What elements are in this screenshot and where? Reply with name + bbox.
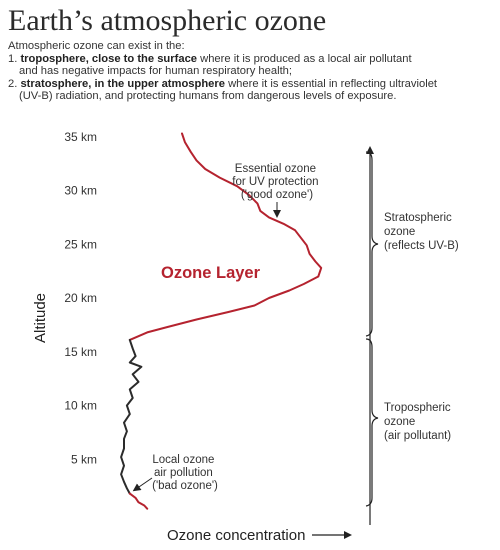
strat-line-2: ozone: [384, 226, 415, 238]
y-axis-ticks: 5 km 10 km 15 km 20 km 25 km 30 km 35 km: [64, 130, 97, 467]
intro-item-2-continued: (UV-B) radiation, and protecting humans …: [19, 90, 397, 103]
intro-item-2-number: 2.: [8, 77, 18, 90]
trop-line-1: Tropospheric: [384, 402, 451, 414]
intro-item-1-number: 1.: [8, 52, 18, 65]
intro-item-2-bold: stratosphere, in the upper atmosphere: [20, 77, 225, 90]
y-tick-label-15km: 15 km: [64, 345, 97, 359]
y-tick-label-35km: 35 km: [64, 130, 97, 144]
y-tick-label-30km: 30 km: [64, 184, 97, 198]
tropospheric-label: Tropospheric ozone (air pollutant): [384, 402, 454, 442]
ozone-profile-segment-1: [128, 132, 323, 341]
essential-ozone-annotation: Essential ozone for UV protection ('good…: [232, 163, 322, 201]
strat-line-3: (reflects UV-B): [384, 240, 459, 252]
local-ozone-annotation: Local ozone air pollution ('bad ozone'): [152, 454, 218, 492]
intro-item-1: 1. troposphere, close to the surface whe…: [8, 53, 437, 66]
y-tick-label-25km: 25 km: [64, 237, 97, 251]
x-axis-label: Ozone concentration: [167, 527, 305, 544]
y-tick-label-10km: 10 km: [64, 399, 97, 413]
intro-item-1-rest: where it is produced as a local air poll…: [197, 52, 412, 65]
local-line-3: ('bad ozone'): [152, 480, 218, 492]
y-tick-label-5km: 5 km: [71, 452, 97, 466]
essential-line-2: for UV protection: [232, 176, 318, 188]
intro-text: Atmospheric ozone can exist in the: 1. t…: [8, 40, 437, 103]
essential-line-3: ('good ozone'): [241, 189, 313, 201]
local-ozone-pointer: [132, 477, 153, 492]
ozone-profile-segment-2: [120, 338, 143, 495]
intro-item-2-rest: where it is essential in reflecting ultr…: [224, 77, 438, 90]
essential-line-1: Essential ozone: [235, 163, 316, 175]
intro-lead: Atmospheric ozone can exist in the:: [8, 40, 185, 52]
intro-item-1-bold: troposphere, close to the surface: [20, 52, 198, 65]
ozone-profile-segment-3: [128, 492, 149, 510]
troposphere-bracket: [365, 338, 379, 507]
trop-line-3: (air pollutant): [384, 430, 451, 442]
y-tick-label-20km: 20 km: [64, 291, 97, 305]
ozone-layer-label: Ozone Layer: [161, 264, 261, 282]
trop-line-2: ozone: [384, 416, 415, 428]
strat-line-1: Stratospheric: [384, 212, 452, 224]
local-line-1: Local ozone: [152, 454, 214, 466]
stratospheric-label: Stratospheric ozone (reflects UV-B): [384, 212, 459, 252]
page-title: Earth’s atmospheric ozone: [8, 4, 327, 37]
ozone-profile-lines: [120, 132, 323, 510]
y-axis-label: Altitude: [32, 293, 49, 343]
intro-item-1-continued: and has negative impacts for human respi…: [19, 65, 293, 78]
intro-item-2: 2. stratosphere, in the upper atmosphere…: [8, 78, 437, 91]
local-line-2: air pollution: [154, 467, 213, 479]
stratosphere-bracket: [365, 151, 379, 337]
